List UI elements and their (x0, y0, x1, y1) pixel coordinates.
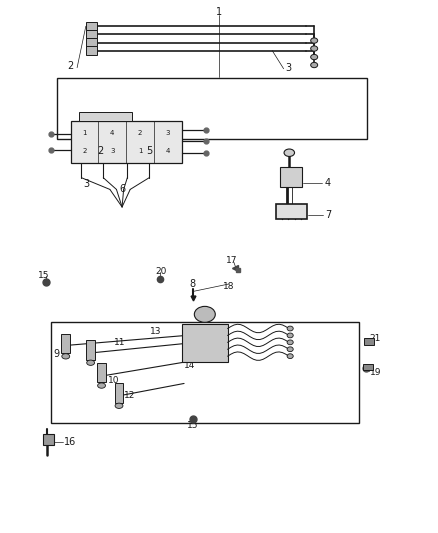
Bar (86, 22, 97, 30)
Text: 4: 4 (110, 130, 114, 136)
Ellipse shape (287, 354, 293, 359)
Ellipse shape (287, 340, 293, 345)
Text: 12: 12 (124, 391, 135, 400)
Text: 3: 3 (110, 148, 115, 154)
Text: 7: 7 (325, 210, 331, 220)
Text: 2: 2 (138, 130, 142, 136)
Ellipse shape (284, 149, 294, 157)
Text: 10: 10 (108, 376, 119, 385)
Text: 2: 2 (82, 148, 87, 154)
Text: 6: 6 (119, 184, 125, 195)
Text: 8: 8 (190, 279, 196, 288)
Text: 2: 2 (67, 61, 74, 71)
Text: 16: 16 (64, 437, 76, 447)
Text: 5: 5 (146, 146, 152, 156)
Text: 17: 17 (226, 256, 238, 264)
Bar (86, 341, 95, 360)
Ellipse shape (194, 306, 215, 322)
Bar (61, 334, 70, 353)
Ellipse shape (98, 383, 106, 388)
Text: 14: 14 (184, 361, 195, 370)
Bar (79, 112, 132, 122)
Bar (363, 365, 373, 369)
Bar (97, 364, 106, 382)
Bar (182, 324, 228, 362)
Text: 1: 1 (216, 7, 222, 18)
Bar (115, 383, 124, 402)
Bar (57, 78, 367, 139)
Text: 15: 15 (38, 271, 49, 279)
Text: 20: 20 (155, 267, 167, 276)
Text: 3: 3 (286, 63, 292, 72)
Text: 2: 2 (97, 146, 103, 156)
Text: 19: 19 (370, 368, 381, 377)
Bar (276, 204, 307, 219)
Bar (86, 38, 97, 47)
Ellipse shape (287, 326, 293, 331)
Ellipse shape (287, 347, 293, 352)
Bar (86, 46, 97, 55)
Text: 15: 15 (187, 422, 198, 431)
Ellipse shape (311, 62, 318, 68)
Text: 13: 13 (150, 327, 162, 336)
Bar (71, 122, 182, 163)
Text: 3: 3 (83, 179, 89, 189)
Text: 1: 1 (138, 148, 142, 154)
Text: 9: 9 (53, 349, 60, 359)
Bar (364, 338, 374, 345)
Ellipse shape (87, 360, 95, 366)
Text: 18: 18 (223, 281, 234, 290)
Text: 11: 11 (114, 338, 125, 347)
Text: 1: 1 (82, 130, 87, 136)
Bar (43, 434, 54, 445)
Ellipse shape (311, 54, 318, 60)
Bar (280, 166, 302, 187)
Ellipse shape (115, 403, 123, 408)
Text: 21: 21 (370, 334, 381, 343)
Text: 3: 3 (166, 130, 170, 136)
Text: 4: 4 (166, 148, 170, 154)
Ellipse shape (311, 46, 318, 51)
Ellipse shape (287, 333, 293, 338)
Ellipse shape (311, 38, 318, 43)
Ellipse shape (62, 354, 70, 359)
Bar (86, 30, 97, 38)
Text: 4: 4 (324, 177, 330, 188)
